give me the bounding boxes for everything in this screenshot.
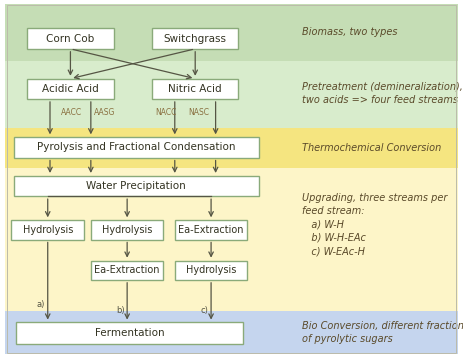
FancyBboxPatch shape (175, 220, 247, 240)
Text: b): b) (116, 306, 125, 315)
Text: NASC: NASC (188, 108, 209, 117)
Text: Nitric Acid: Nitric Acid (169, 84, 222, 94)
Text: Upgrading, three streams per
feed stream:
   a) W-H
   b) W-H-EAc
   c) W-EAc-H: Upgrading, three streams per feed stream… (302, 193, 447, 256)
Text: Ea-Extraction: Ea-Extraction (178, 225, 244, 235)
FancyBboxPatch shape (91, 261, 163, 280)
Text: AASG: AASG (94, 108, 115, 117)
Text: Hydrolysis: Hydrolysis (186, 265, 236, 275)
Text: Hydrolysis: Hydrolysis (23, 225, 73, 235)
FancyBboxPatch shape (27, 79, 113, 99)
FancyBboxPatch shape (152, 79, 238, 99)
Bar (5, 310, 458, 354)
FancyBboxPatch shape (16, 323, 243, 344)
Text: a): a) (37, 300, 45, 309)
Text: NACC: NACC (155, 108, 176, 117)
Text: Corn Cob: Corn Cob (46, 34, 94, 44)
FancyBboxPatch shape (27, 29, 113, 49)
FancyBboxPatch shape (91, 220, 163, 240)
FancyBboxPatch shape (12, 220, 84, 240)
Text: Hydrolysis: Hydrolysis (102, 225, 152, 235)
Bar (5, 62, 458, 128)
Bar (5, 169, 458, 310)
Text: Thermochemical Conversion: Thermochemical Conversion (302, 144, 441, 154)
Bar (5, 4, 458, 62)
Text: Pyrolysis and Fractional Condensation: Pyrolysis and Fractional Condensation (37, 142, 236, 153)
FancyBboxPatch shape (175, 261, 247, 280)
Text: Ea-Extraction: Ea-Extraction (94, 265, 160, 275)
FancyBboxPatch shape (14, 137, 259, 158)
Text: Pretreatment (demineralization),
two acids => four feed streams: Pretreatment (demineralization), two aci… (302, 81, 463, 105)
Text: AACC: AACC (61, 108, 82, 117)
Text: c): c) (200, 306, 208, 315)
Text: Acidic Acid: Acidic Acid (42, 84, 99, 94)
Text: Fermentation: Fermentation (94, 328, 164, 338)
FancyBboxPatch shape (152, 29, 238, 49)
Bar (5, 128, 458, 169)
Text: Biomass, two types: Biomass, two types (302, 27, 397, 37)
FancyBboxPatch shape (14, 176, 259, 196)
Text: Bio Conversion, different fractions
of pyrolytic sugars: Bio Conversion, different fractions of p… (302, 321, 463, 344)
Text: Water Precipitation: Water Precipitation (86, 181, 186, 191)
Text: Switchgrass: Switchgrass (164, 34, 227, 44)
